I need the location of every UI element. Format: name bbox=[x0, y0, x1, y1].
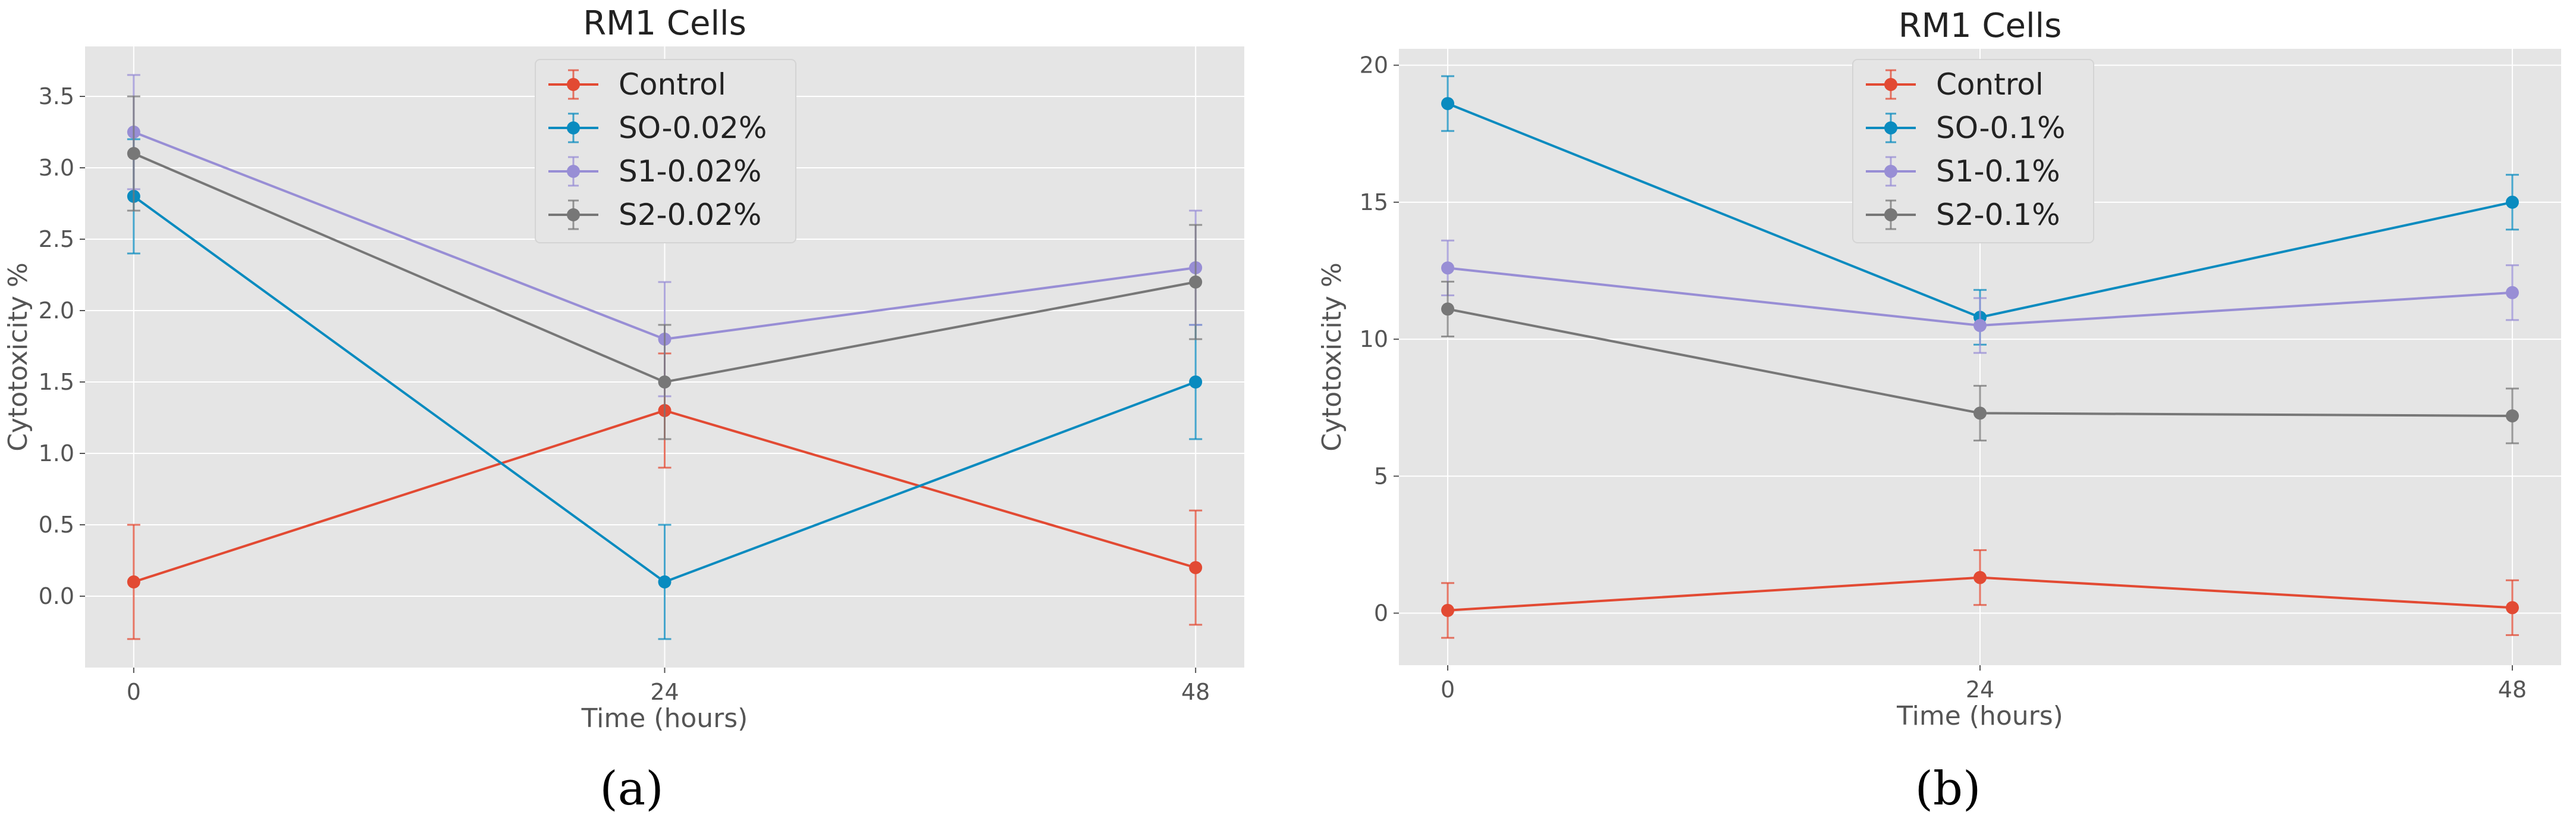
legend-label: Control bbox=[619, 67, 726, 102]
y-tick-label: 0.5 bbox=[39, 512, 74, 538]
data-point bbox=[1973, 319, 1987, 333]
data-point bbox=[2505, 195, 2519, 209]
series-s1-0-1- bbox=[1441, 239, 2519, 354]
legend-entry: Control bbox=[548, 67, 726, 102]
y-tick-label: 2.0 bbox=[39, 298, 74, 324]
legend-marker bbox=[1884, 165, 1897, 178]
panel-label: (a) bbox=[600, 762, 663, 816]
x-tick-label: 48 bbox=[1181, 679, 1210, 705]
legend-label: SO-0.1% bbox=[1936, 111, 2066, 145]
legend-entry: Control bbox=[1866, 67, 2044, 102]
x-axis-label: Time (hours) bbox=[581, 703, 748, 734]
y-axis-label: Cytotoxicity % bbox=[1317, 262, 1347, 452]
data-point bbox=[1189, 375, 1203, 389]
data-point bbox=[1441, 97, 1455, 111]
y-tick-label: 0 bbox=[1374, 600, 1388, 627]
legend-marker bbox=[567, 165, 580, 178]
data-point bbox=[1189, 275, 1203, 289]
y-tick-label: 10 bbox=[1360, 326, 1388, 352]
x-tick-label: 48 bbox=[2498, 677, 2527, 703]
y-tick-label: 5 bbox=[1374, 463, 1388, 489]
y-tick-label: 2.5 bbox=[39, 226, 74, 252]
chart-a: 0.0 0.5 1.0 1.5 2.0 2.5 3.0 3.5 0 24 48 RM1 Cells Ti… bbox=[3, 4, 1244, 816]
x-axis-label: Time (hours) bbox=[1896, 701, 2063, 731]
data-point bbox=[1441, 603, 1455, 617]
data-point bbox=[2505, 601, 2519, 615]
legend-box bbox=[535, 59, 796, 243]
legend-marker bbox=[567, 78, 580, 91]
data-point bbox=[658, 375, 672, 389]
data-point bbox=[1189, 561, 1203, 574]
y-axis-label: Cytotoxicity % bbox=[3, 262, 33, 452]
data-point bbox=[2505, 409, 2519, 422]
legend-label: S1-0.02% bbox=[619, 154, 761, 189]
legend-marker bbox=[1884, 78, 1897, 91]
x-tick-label: 24 bbox=[650, 679, 679, 705]
data-point bbox=[1973, 406, 1987, 420]
legend-entry: S1-0.1% bbox=[1866, 154, 2060, 189]
y-tick-label: 1.0 bbox=[39, 440, 74, 466]
y-tick-label: 3.5 bbox=[39, 83, 74, 109]
legend-label: S2-0.02% bbox=[619, 198, 761, 232]
y-tick-label: 3.0 bbox=[39, 155, 74, 181]
y-tick-label: 20 bbox=[1360, 52, 1388, 79]
y-tick-label: 0.0 bbox=[39, 583, 74, 609]
y-tick-label: 1.5 bbox=[39, 369, 74, 395]
chart-title: RM1 Cells bbox=[1899, 7, 2062, 45]
panel-label: (b) bbox=[1915, 762, 1981, 816]
data-point bbox=[1441, 302, 1455, 316]
legend-entry: SO-0.1% bbox=[1866, 111, 2066, 145]
series-control bbox=[1441, 549, 2519, 639]
legend-marker bbox=[567, 121, 580, 134]
series-so-0-02- bbox=[127, 138, 1203, 640]
legend-entry: SO-0.02% bbox=[548, 111, 767, 145]
data-point bbox=[1973, 571, 1987, 584]
series-s2-0-1- bbox=[1441, 280, 2519, 444]
x-tick-label: 24 bbox=[1966, 677, 1994, 703]
legend-label: S1-0.1% bbox=[1936, 154, 2060, 189]
y-tick-label: 15 bbox=[1360, 189, 1388, 215]
data-point bbox=[1441, 261, 1455, 275]
legend-marker bbox=[1884, 121, 1897, 134]
legend-entry: S1-0.02% bbox=[548, 154, 761, 189]
x-tick-label: 0 bbox=[127, 679, 141, 705]
data-point bbox=[127, 147, 140, 160]
legend-label: SO-0.02% bbox=[619, 111, 767, 145]
legend-label: Control bbox=[1936, 67, 2044, 102]
series-s2-0-02- bbox=[127, 95, 1203, 440]
data-point bbox=[658, 575, 672, 588]
legend-entry: S2-0.02% bbox=[548, 198, 761, 232]
chart-b: 0 5 10 15 20 0 24 48 RM1 Cells Time (hours) Cytoto… bbox=[1317, 7, 2561, 816]
legend: Control SO-0.02% S1-0.02% S2-0.02% bbox=[535, 59, 796, 243]
chart-title: RM1 Cells bbox=[583, 4, 746, 43]
legend: Control SO-0.1% S1-0.1% S2-0.1% bbox=[1852, 59, 2094, 243]
legend-marker bbox=[1884, 208, 1897, 221]
legend-marker bbox=[567, 208, 580, 221]
legend-label: S2-0.1% bbox=[1936, 198, 2060, 232]
data-point bbox=[127, 575, 140, 588]
x-tick-label: 0 bbox=[1441, 677, 1455, 703]
legend-entry: S2-0.1% bbox=[1866, 198, 2060, 232]
legend-box bbox=[1852, 59, 2094, 243]
data-point bbox=[2505, 286, 2519, 299]
